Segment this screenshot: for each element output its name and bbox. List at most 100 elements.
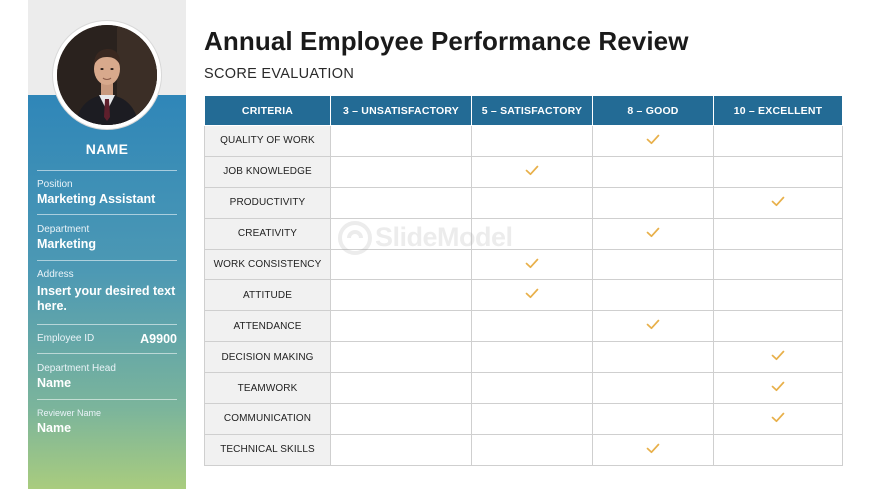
rating-cell [713, 310, 843, 343]
criteria-cell: TECHNICAL SKILLS [204, 433, 331, 466]
table-row: COMMUNICATION [204, 403, 843, 435]
checkmark-icon [646, 443, 660, 453]
checkmark-icon [525, 289, 539, 299]
employee-name-heading: NAME [85, 141, 129, 157]
criteria-cell: QUALITY OF WORK [204, 125, 331, 157]
rating-cell [471, 217, 593, 250]
checkmark-icon [646, 134, 660, 144]
rating-cell [330, 217, 472, 250]
table-row: PRODUCTIVITY [204, 186, 843, 219]
rating-cell [713, 125, 843, 157]
table-row: QUALITY OF WORK [204, 125, 843, 157]
rating-cell [330, 341, 472, 374]
watermark: SlideModel [338, 219, 538, 257]
table-row: TEAMWORK [204, 372, 843, 405]
rating-cell [330, 372, 472, 405]
rating-cell [713, 433, 843, 466]
rating-cell [330, 125, 472, 157]
rating-cell [713, 186, 843, 219]
department-value: Marketing [37, 237, 97, 251]
rating-cell [471, 403, 593, 435]
table-row: JOB KNOWLEDGE [204, 155, 843, 188]
watermark-text: SlideModel [375, 222, 513, 252]
employee-photo [53, 21, 161, 129]
rating-cell [713, 155, 843, 188]
criteria-cell: CREATIVITY [204, 217, 331, 250]
rating-cell [330, 433, 472, 466]
column-header-satisfactory: 5 – SATISFACTORY [471, 95, 593, 126]
checkmark-icon [525, 165, 539, 175]
rating-cell [330, 403, 472, 435]
rating-cell [713, 372, 843, 405]
table-body: QUALITY OF WORK JOB KNOWLEDGE PRODUCTIVITY… [204, 125, 843, 466]
checkmark-icon [771, 196, 785, 206]
sidebar-divider [37, 399, 177, 400]
rating-cell [330, 310, 472, 343]
rating-cell [471, 372, 593, 405]
rating-cell [592, 186, 714, 219]
department-head-value: Name [37, 376, 72, 390]
rating-cell [330, 279, 472, 312]
table-row: DECISION MAKING [204, 341, 843, 374]
checkmark-icon [525, 258, 539, 268]
criteria-cell: PRODUCTIVITY [204, 186, 331, 219]
rating-cell [592, 155, 714, 188]
address-label: Address [37, 269, 74, 280]
checkmark-icon [646, 227, 660, 237]
rating-cell [592, 248, 714, 281]
rating-cell [471, 186, 593, 219]
rating-cell [592, 310, 714, 343]
position-label: Position [37, 179, 73, 190]
employee-sidebar [28, 95, 186, 489]
sidebar-divider [37, 214, 177, 215]
rating-cell [471, 310, 593, 343]
position-value: Marketing Assistant [37, 192, 156, 206]
rating-cell [471, 279, 593, 312]
table-row: ATTENDANCE [204, 310, 843, 343]
rating-cell [330, 186, 472, 219]
checkmark-icon [646, 319, 660, 330]
criteria-cell: ATTENDANCE [204, 310, 331, 343]
rating-cell [713, 248, 843, 281]
column-header-unsatisfactory: 3 – UNSATISFACTORY [330, 95, 472, 126]
rating-cell [713, 279, 843, 312]
column-header-excellent: 10 – EXCELLENT [713, 95, 843, 126]
table-row: WORK CONSISTENCY [204, 248, 843, 281]
score-table: CRITERIA 3 – UNSATISFACTORY 5 – SATISFAC… [204, 95, 843, 466]
table-row: ATTITUDE [204, 279, 843, 312]
checkmark-icon [771, 412, 785, 423]
criteria-cell: TEAMWORK [204, 372, 331, 405]
page-subtitle: SCORE EVALUATION [204, 66, 355, 82]
rating-cell [592, 217, 714, 250]
rating-cell [592, 403, 714, 435]
rating-cell [592, 372, 714, 405]
rating-cell [713, 217, 843, 250]
employee-id-value: A9900 [140, 332, 177, 346]
rating-cell [592, 125, 714, 157]
rating-cell [330, 248, 472, 281]
watermark-logo-icon [338, 221, 372, 255]
person-portrait-icon [57, 25, 157, 125]
table-header-row: CRITERIA 3 – UNSATISFACTORY 5 – SATISFAC… [204, 95, 843, 126]
page-title: Annual Employee Performance Review [204, 26, 689, 56]
criteria-cell: ATTITUDE [204, 279, 331, 312]
rating-cell [471, 341, 593, 374]
rating-cell [713, 403, 843, 435]
address-value: Insert your desired text here. [37, 284, 176, 313]
column-header-good: 8 – GOOD [592, 95, 714, 126]
column-header-criteria: CRITERIA [204, 95, 331, 126]
criteria-cell: WORK CONSISTENCY [204, 248, 331, 281]
checkmark-icon [771, 381, 785, 392]
criteria-cell: JOB KNOWLEDGE [204, 155, 331, 188]
rating-cell [471, 125, 593, 157]
rating-cell [592, 279, 714, 312]
rating-cell [471, 433, 593, 466]
employee-id-label: Employee ID [37, 333, 95, 344]
reviewer-name-value: Name [37, 421, 72, 435]
rating-cell [592, 341, 714, 374]
department-head-label: Department Head [37, 363, 116, 374]
table-row: TECHNICAL SKILLS [204, 433, 843, 466]
reviewer-name-label: Reviewer Name [37, 408, 102, 418]
department-label: Department [37, 224, 90, 235]
rating-cell [713, 341, 843, 374]
